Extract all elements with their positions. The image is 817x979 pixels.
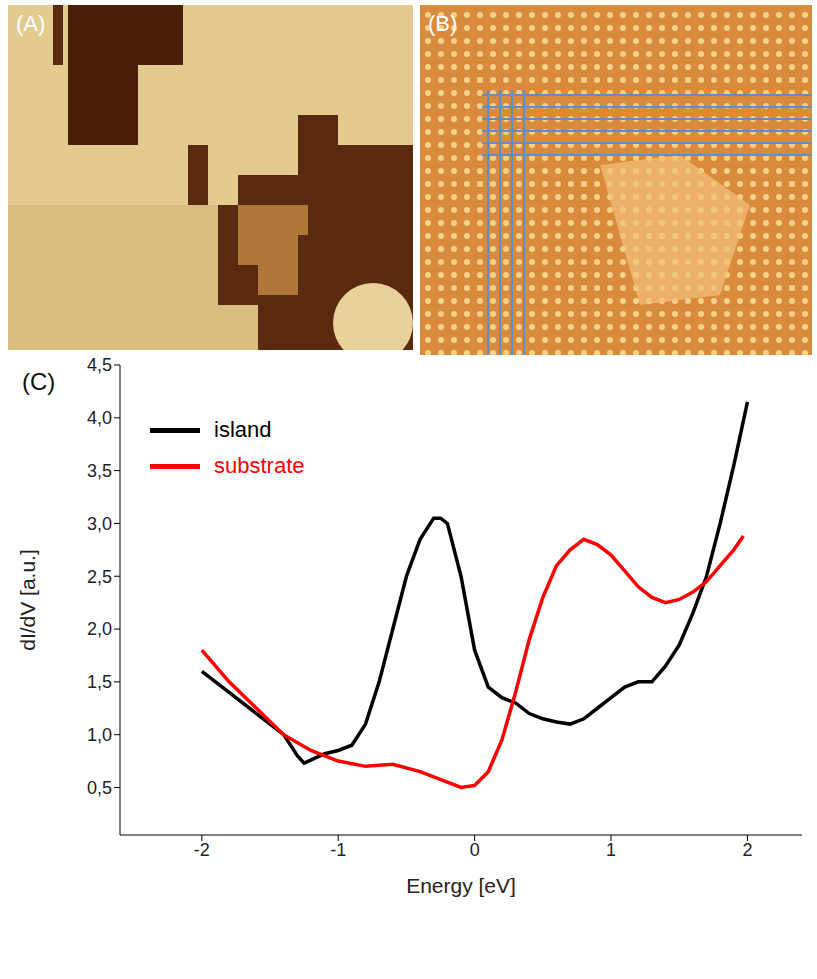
svg-text:1,5: 1,5 xyxy=(87,672,112,692)
svg-text:-1: -1 xyxy=(330,840,346,860)
svg-text:(B): (B) xyxy=(428,11,457,36)
svg-text:0,5: 0,5 xyxy=(87,778,112,798)
svg-text:1: 1 xyxy=(606,840,616,860)
svg-text:3,5: 3,5 xyxy=(87,461,112,481)
svg-text:-2: -2 xyxy=(194,840,210,860)
svg-text:2,0: 2,0 xyxy=(87,619,112,639)
svg-text:(A): (A) xyxy=(16,11,45,36)
html-text:substrate: substrate xyxy=(214,453,305,478)
html-text:island: island xyxy=(214,417,272,442)
svg-text:2: 2 xyxy=(742,840,752,860)
svg-text:4,0: 4,0 xyxy=(87,408,112,428)
svg-text:0: 0 xyxy=(470,840,480,860)
svg-text:2,5: 2,5 xyxy=(87,567,112,587)
svg-text:Energy [eV]: Energy [eV] xyxy=(406,874,516,897)
html-text:(C): (C) xyxy=(22,368,56,395)
svg-text:dI/dV [a.u.]: dI/dV [a.u.] xyxy=(16,549,39,651)
svg-text:4,5: 4,5 xyxy=(87,355,112,375)
svg-text:3,0: 3,0 xyxy=(87,514,112,534)
svg-text:1,0: 1,0 xyxy=(87,725,112,745)
